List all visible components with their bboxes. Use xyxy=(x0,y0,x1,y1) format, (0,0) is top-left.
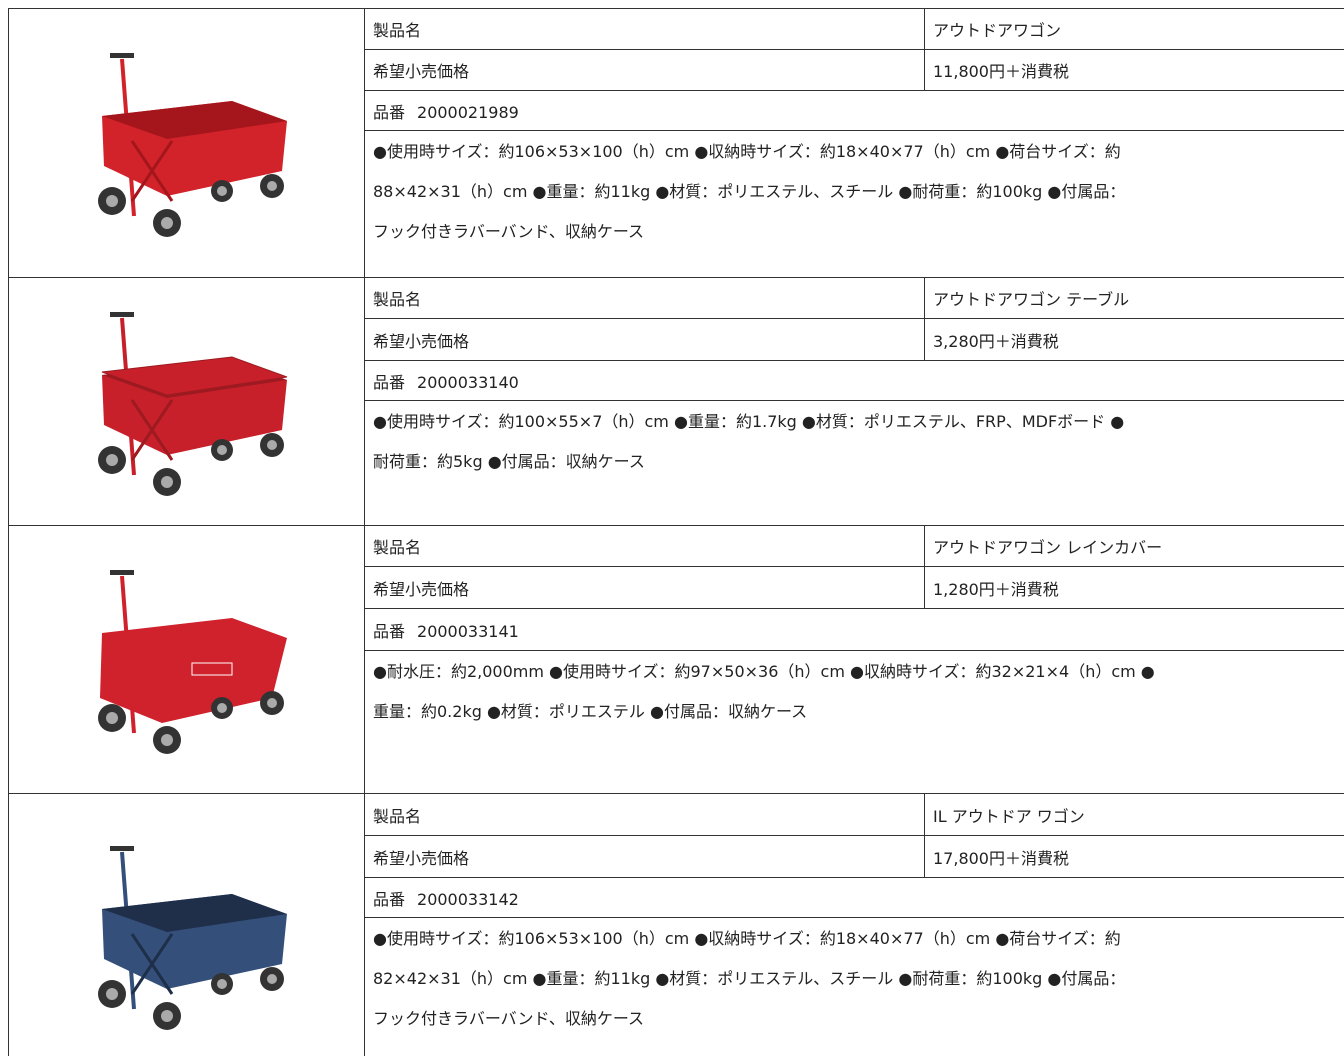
value: IL アウトドア ワゴン xyxy=(924,793,1344,836)
row: 製品名 アウトドアワゴン テーブル xyxy=(8,277,1344,526)
product-image xyxy=(97,569,287,754)
description-line: 耐荷重：約5kg ●付属品：収納ケース xyxy=(373,452,645,471)
description-line: ●使用時サイズ：約100×55×7（h）cm ●重量：約1.7kg ●材質：ポリ… xyxy=(373,412,1125,431)
code-number: 2000033142 xyxy=(417,889,519,909)
description: ●使用時サイズ：約106×53×100（h）cm ●収納時サイズ：約18×40×… xyxy=(364,917,1344,1056)
label: 希望小売価格 xyxy=(364,49,925,91)
product-table: 製品名 アウトドアワゴン 希望小売価格 11,800円＋消費税 品番 2000021989… xyxy=(8,8,1344,1056)
value: 3,280円＋消費税 xyxy=(924,318,1344,361)
value: 1,280円＋消費税 xyxy=(924,566,1344,609)
description-line: ●使用時サイズ：約106×53×100（h）cm ●収納時サイズ：約18×40×… xyxy=(373,142,1121,161)
code-cell: 品番 2000033142 xyxy=(364,877,1344,918)
row: 希望小売価格 1,280円＋消費税 xyxy=(9,566,1344,609)
code-label: 品番 xyxy=(373,372,406,392)
row: ●使用時サイズ：約106×53×100（h）cm ●収納時サイズ：約18×40×… xyxy=(9,917,1344,1056)
image-cell xyxy=(8,277,365,526)
product-image xyxy=(97,845,287,1030)
description-line: ●耐水圧：約2,000mm ●使用時サイズ：約97×50×36（h）cm ●収納… xyxy=(373,662,1155,681)
value: 11,800円＋消費税 xyxy=(924,49,1344,91)
label: 製品名 xyxy=(364,525,925,567)
description-line: フック付きラバーバンド、収納ケース xyxy=(373,1009,645,1028)
code-number: 2000033141 xyxy=(417,621,519,641)
description-line: ●使用時サイズ：約106×53×100（h）cm ●収納時サイズ：約18×40×… xyxy=(373,929,1121,948)
label: 製品名 xyxy=(364,8,925,50)
description-line: フック付きラバーバンド、収納ケース xyxy=(373,222,645,241)
code-label: 品番 xyxy=(373,889,406,909)
image-cell xyxy=(8,8,365,278)
code-cell: 品番 2000021989 xyxy=(364,90,1344,131)
description-line: 82×42×31（h）cm ●重量：約11kg ●材質：ポリエステル、スチール … xyxy=(373,969,1126,988)
image-cell xyxy=(8,793,365,1056)
product-image xyxy=(97,53,287,237)
row: 希望小売価格 17,800円＋消費税 xyxy=(9,835,1344,878)
label: 希望小売価格 xyxy=(364,566,925,609)
description: ●使用時サイズ：約100×55×7（h）cm ●重量：約1.7kg ●材質：ポリ… xyxy=(364,400,1344,526)
description: ●使用時サイズ：約106×53×100（h）cm ●収納時サイズ：約18×40×… xyxy=(364,130,1344,278)
row: 製品名 IL アウトドア ワゴン xyxy=(8,793,1344,1056)
description: ●耐水圧：約2,000mm ●使用時サイズ：約97×50×36（h）cm ●収納… xyxy=(364,650,1344,794)
value: アウトドアワゴン xyxy=(924,8,1344,50)
description-line: 88×42×31（h）cm ●重量：約11kg ●材質：ポリエステル、スチール … xyxy=(373,182,1126,201)
row: 製品名 アウトドアワゴン xyxy=(8,8,1344,278)
label: 製品名 xyxy=(364,277,925,319)
code-number: 2000021989 xyxy=(417,102,519,122)
description-line: 重量：約0.2kg ●材質：ポリエステル ●付属品：収納ケース xyxy=(373,702,808,721)
row: 品番 2000033140 xyxy=(9,360,1344,401)
row: ●使用時サイズ：約100×55×7（h）cm ●重量：約1.7kg ●材質：ポリ… xyxy=(9,400,1344,526)
code-label: 品番 xyxy=(373,102,406,122)
label: 希望小売価格 xyxy=(364,835,925,878)
value: 17,800円＋消費税 xyxy=(924,835,1344,878)
code-cell: 品番 2000033141 xyxy=(364,608,1344,651)
label: 希望小売価格 xyxy=(364,318,925,361)
row: 希望小売価格 3,280円＋消費税 xyxy=(9,318,1344,361)
row: ●使用時サイズ：約106×53×100（h）cm ●収納時サイズ：約18×40×… xyxy=(9,130,1344,278)
code-label: 品番 xyxy=(373,621,406,641)
value: アウトドアワゴン レインカバー xyxy=(924,525,1344,567)
code-cell: 品番 2000033140 xyxy=(364,360,1344,401)
label: 製品名 xyxy=(364,793,925,836)
row: 希望小売価格 11,800円＋消費税 xyxy=(9,49,1344,91)
product-image xyxy=(97,311,287,496)
value: アウトドアワゴン テーブル xyxy=(924,277,1344,319)
row: 製品名 アウトドアワゴン レインカバー xyxy=(8,525,1344,794)
image-cell xyxy=(8,525,365,794)
code-number: 2000033140 xyxy=(417,372,519,392)
